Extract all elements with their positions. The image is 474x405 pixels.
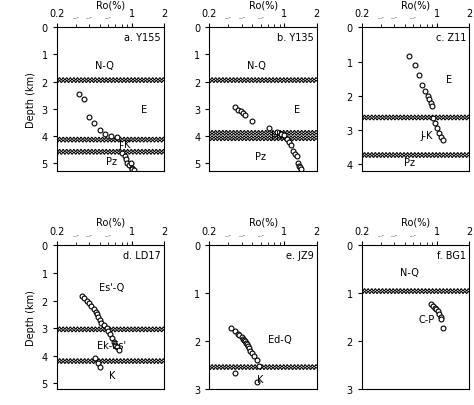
X-axis label: Ro(%): Ro(%) [96,217,125,227]
Text: N-Q: N-Q [400,267,419,277]
Text: Pz: Pz [255,151,266,162]
Text: J-K: J-K [271,130,283,141]
Text: K: K [257,374,264,384]
X-axis label: Ro(%): Ro(%) [401,217,430,227]
Text: Pz: Pz [403,158,415,168]
Text: N-Q: N-Q [95,61,113,71]
Text: Ek-Es': Ek-Es' [97,340,127,350]
Text: E: E [446,75,452,84]
Text: b. Y135: b. Y135 [277,33,313,43]
Text: K: K [109,370,115,380]
Text: Pz: Pz [106,157,118,167]
Text: Es'-Q: Es'-Q [99,282,125,292]
Y-axis label: Depth (km): Depth (km) [26,290,36,345]
Text: e. JZ9: e. JZ9 [286,250,313,260]
X-axis label: Ro(%): Ro(%) [248,217,278,227]
Text: J-K: J-K [420,131,433,141]
X-axis label: Ro(%): Ro(%) [96,0,125,10]
Text: J-K: J-K [118,140,130,150]
Text: C-P: C-P [419,315,435,325]
Y-axis label: Depth (km): Depth (km) [26,72,36,128]
Text: c. Z11: c. Z11 [436,33,466,43]
Text: Ed-Q: Ed-Q [268,334,292,344]
Text: N-Q: N-Q [247,61,266,71]
X-axis label: Ro(%): Ro(%) [248,0,278,10]
Text: f. BG1: f. BG1 [437,250,466,260]
Text: E: E [293,104,300,114]
Text: a. Y155: a. Y155 [124,33,161,43]
Text: d. LD17: d. LD17 [123,250,161,260]
X-axis label: Ro(%): Ro(%) [401,0,430,10]
Text: E: E [141,104,147,114]
